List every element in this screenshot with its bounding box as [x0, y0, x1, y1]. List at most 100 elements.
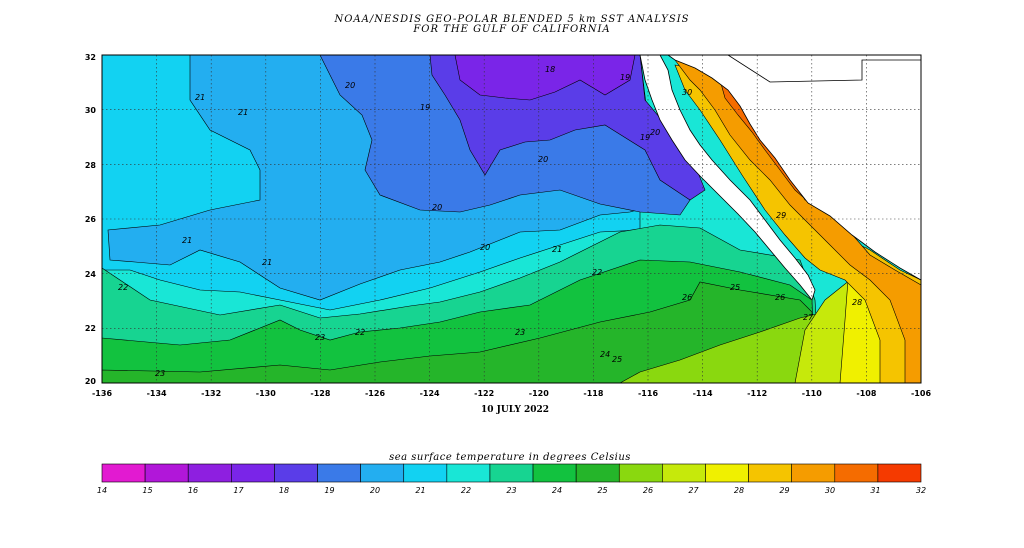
graticule — [102, 55, 921, 383]
colorbar-swatch — [791, 463, 836, 483]
colorbar-tick-label: 18 — [279, 486, 289, 495]
colorbar-tick-label: 30 — [825, 486, 835, 495]
x-tick-label: -136 — [92, 389, 112, 398]
contour-label: 19 — [640, 133, 650, 142]
colorbar-swatch — [144, 463, 189, 483]
contour-label: 23 — [515, 328, 525, 337]
colorbar-tick-label: 25 — [597, 486, 607, 495]
contour-label: 21 — [262, 258, 272, 267]
y-tick-label: 26 — [85, 215, 97, 224]
y-tick-label: 32 — [85, 53, 96, 62]
x-tick-label: -108 — [856, 389, 876, 398]
analysis-date: 10 JULY 2022 — [480, 405, 550, 415]
colorbar-swatch — [317, 463, 361, 483]
contour-label: 23 — [315, 333, 325, 342]
colorbar — [101, 463, 922, 483]
colorbar-tick-label: 27 — [688, 486, 699, 495]
contour-label: 26 — [775, 293, 785, 302]
x-tick-label: -116 — [638, 389, 658, 398]
colorbar-swatch — [877, 463, 922, 483]
colorbar-title: sea surface temperature in degrees Celsi… — [389, 452, 631, 463]
x-tick-label: -130 — [256, 389, 276, 398]
colorbar-swatch — [618, 463, 663, 483]
sst-zone-17 — [454, 55, 636, 101]
x-tick-label: -106 — [911, 389, 931, 398]
colorbar-tick-label: 19 — [324, 486, 334, 495]
x-tick-label: -122 — [474, 389, 494, 398]
contour-label: 20 — [432, 203, 442, 212]
colorbar-tick-label: 22 — [461, 486, 471, 495]
x-tick-label: -132 — [201, 389, 221, 398]
colorbar-swatch — [274, 463, 318, 483]
x-tick-label: -134 — [147, 389, 167, 398]
contour-label: 23 — [155, 369, 165, 378]
contour-labels: 21 21 21 21 22 22 23 23 23 24 25 25 26 2… — [118, 65, 862, 378]
contour-label: 20 — [650, 128, 660, 137]
contour-label: 22 — [592, 268, 602, 277]
map-title-line1: NOAA/NESDIS GEO-POLAR BLENDED 5 km SST A… — [334, 14, 690, 25]
colorbar-tick-label: 29 — [779, 486, 789, 495]
contour-label: 20 — [538, 155, 548, 164]
colorbar-swatch — [662, 463, 706, 483]
contour-label: 19 — [620, 73, 630, 82]
contour-label: 26 — [682, 293, 692, 302]
x-tick-label: -114 — [693, 389, 713, 398]
map-frame — [101, 54, 922, 384]
contour-label: 25 — [730, 283, 740, 292]
colorbar-tick-label: 20 — [370, 486, 380, 495]
y-tick-label: 24 — [85, 270, 97, 279]
colorbar-swatch — [360, 463, 405, 483]
contour-label: 29 — [776, 211, 786, 220]
x-tick-label: -124 — [420, 389, 440, 398]
border-line — [727, 55, 921, 83]
baja-peninsula — [639, 55, 816, 301]
colorbar-tick-label: 21 — [415, 486, 425, 495]
colorbar-swatch — [231, 463, 275, 483]
x-axis: -136 -134 -132 -130 -128 -126 -124 -122 … — [92, 389, 931, 398]
colorbar-swatch — [101, 463, 146, 483]
contour-label: 24 — [600, 350, 610, 359]
contour-label: 25 — [612, 355, 622, 364]
contour-label: 21 — [552, 245, 562, 254]
colorbar-swatch — [834, 463, 879, 483]
x-tick-label: -128 — [310, 389, 330, 398]
colorbar-swatch — [575, 463, 620, 483]
colorbar-swatch — [748, 463, 792, 483]
colorbar-swatch — [187, 463, 232, 483]
colorbar-tick-label: 28 — [734, 486, 744, 495]
x-tick-label: -120 — [529, 389, 549, 398]
colorbar-tick-label: 16 — [188, 486, 198, 495]
contour-label: 20 — [345, 81, 355, 90]
colorbar-swatch — [532, 463, 577, 483]
map-title-line2: FOR THE GULF OF CALIFORNIA — [413, 24, 611, 35]
colorbar-swatch — [705, 463, 749, 483]
y-tick-label: 20 — [85, 377, 97, 386]
colorbar-tick-label: 26 — [643, 486, 653, 495]
colorbar-ticks: 14 15 16 17 18 19 20 21 22 23 24 25 26 27 28 29 30 31 32 — [97, 486, 926, 495]
colorbar-swatch — [446, 463, 491, 483]
y-tick-label: 28 — [85, 161, 97, 170]
land-mask — [640, 55, 921, 281]
x-tick-label: -112 — [747, 389, 767, 398]
y-tick-label: 22 — [85, 324, 96, 333]
contour-label: 22 — [355, 328, 365, 337]
contour-label: 19 — [420, 103, 430, 112]
colorbar-tick-label: 32 — [916, 486, 926, 495]
colorbar-tick-label: 17 — [233, 486, 244, 495]
contour-label: 21 — [195, 93, 205, 102]
x-tick-label: -110 — [802, 389, 822, 398]
contour-label: 21 — [182, 236, 192, 245]
colorbar-swatch — [403, 463, 448, 483]
x-tick-label: -118 — [583, 389, 603, 398]
contour-label: 30 — [682, 88, 692, 97]
colorbar-tick-label: 23 — [506, 486, 516, 495]
contour-label: 18 — [545, 65, 555, 74]
colorbar-tick-label: 14 — [97, 486, 107, 495]
contour-label: 22 — [118, 283, 128, 292]
contour-label: 21 — [238, 108, 248, 117]
contour-label: 28 — [852, 298, 862, 307]
colorbar-tick-label: 24 — [552, 486, 562, 495]
colorbar-tick-label: 31 — [870, 486, 880, 495]
colorbar-swatch — [489, 463, 534, 483]
